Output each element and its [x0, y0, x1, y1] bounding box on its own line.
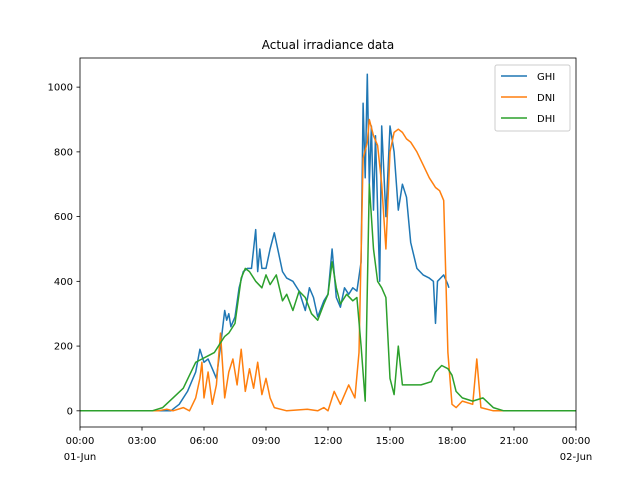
- x-tick-label: 03:00: [128, 436, 157, 447]
- x-tick-label: 18:00: [438, 436, 467, 447]
- legend-box: [494, 64, 571, 132]
- x-tick-label: 00:00: [66, 436, 95, 447]
- x-tick-label: 00:00: [562, 436, 591, 447]
- x-tick-date-label: 01-Jun: [64, 452, 97, 463]
- y-tick-label: 200: [54, 342, 73, 353]
- series-line-ghi: [80, 73, 450, 412]
- y-tick-label: 0: [67, 406, 73, 417]
- plot-area: 0 200 400 600 800 1000 00:00 01-Jun 03:00 06:00 09…: [48, 57, 593, 463]
- y-tick-label: 800: [54, 147, 73, 158]
- x-tick-label: 09:00: [252, 436, 281, 447]
- x-tick-date-label: 02-Jun: [560, 452, 593, 463]
- chart-title: Actual irradiance data: [262, 38, 395, 52]
- y-tick-label: 400: [54, 277, 73, 288]
- legend-label-ghi: GHI: [537, 72, 555, 83]
- legend-label-dhi: DHI: [537, 114, 555, 125]
- x-tick-label: 15:00: [376, 436, 405, 447]
- x-tick-label: 12:00: [314, 436, 343, 447]
- series-line-dhi: [80, 183, 576, 412]
- y-tick-label: 600: [54, 212, 73, 223]
- x-tick-label: 06:00: [190, 436, 219, 447]
- series-line-dni: [80, 118, 576, 412]
- legend-label-dni: DNI: [537, 93, 555, 104]
- y-tick-label: 1000: [48, 83, 73, 94]
- x-tick-label: 21:00: [500, 436, 529, 447]
